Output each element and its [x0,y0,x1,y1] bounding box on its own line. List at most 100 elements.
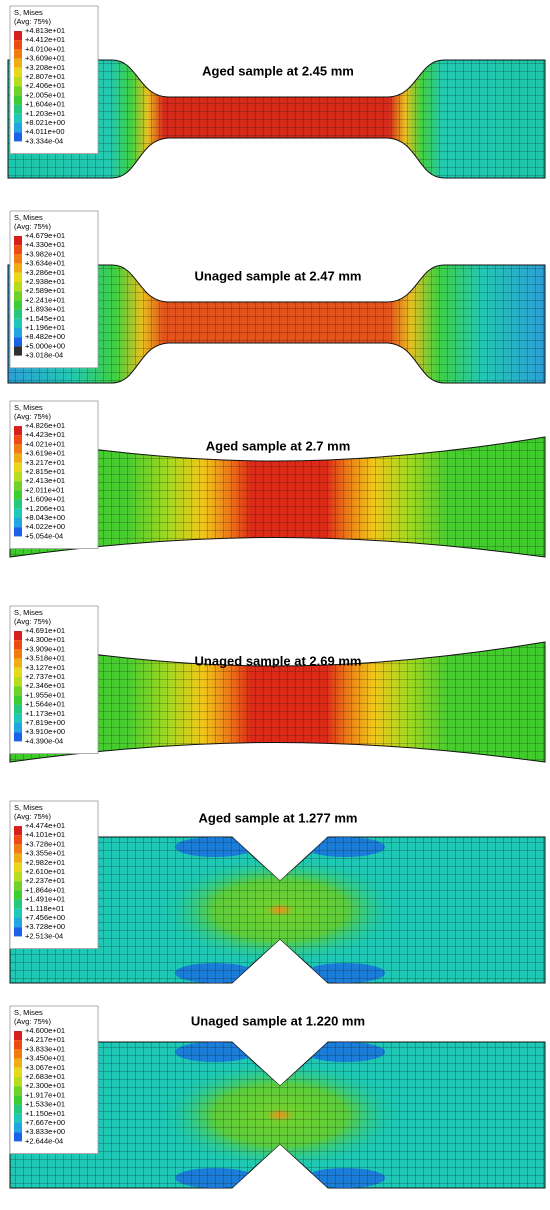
legend-label: +8.482e+00 [25,332,65,341]
legend-label: +4.600e+01 [25,1026,65,1035]
legend-header: S, Mises [14,8,43,17]
legend-subheader: (Avg: 75%) [14,617,51,626]
legend-label: +3.728e+01 [25,839,65,848]
legend-label: +4.474e+01 [25,821,65,830]
legend-label: +3.355e+01 [25,849,65,858]
legend-label: +7.456e+00 [25,913,65,922]
legend-box [9,800,99,950]
legend-swatch [14,86,22,96]
legend-swatch [14,1086,22,1096]
legend-swatch [14,872,22,882]
legend-label: +2.406e+01 [25,81,65,90]
legend-swatch [14,1132,22,1142]
legend-label: +3.909e+01 [25,644,65,653]
legend-swatch [14,527,22,537]
legend-label: +3.067e+01 [25,1063,65,1072]
legend-label: +8.021e+00 [25,118,65,127]
legend-swatch [14,49,22,59]
legend-swatch [14,462,22,472]
legend-swatch [14,1031,22,1041]
legend-label: +2.346e+01 [25,681,65,690]
legend-swatch [14,346,22,356]
legend-swatch [14,236,22,246]
legend-swatch [14,77,22,87]
legend-label: +3.018e-04 [25,351,63,360]
legend-label: +3.217e+01 [25,458,65,467]
legend-label: +1.955e+01 [25,690,65,699]
legend-label: +3.619e+01 [25,449,65,458]
legend-swatch [14,426,22,436]
legend-swatch [14,328,22,338]
legend-swatch [14,499,22,509]
legend-label: +3.634e+01 [25,259,65,268]
legend-swatch [14,695,22,705]
legend-label: +1.173e+01 [25,709,65,718]
panel-title: Unaged sample at 2.69 mm [195,653,362,668]
legend-box [9,210,99,369]
legend-swatch [14,686,22,696]
panel: S, Mises(Avg: 75%)+4.826e+01+4.423e+01+4… [9,400,546,558]
legend-label: +4.826e+01 [25,421,65,430]
legend-label: +3.127e+01 [25,663,65,672]
legend-swatch [14,677,22,687]
legend-swatch [14,649,22,659]
legend-swatch [14,490,22,500]
legend-label: +4.010e+01 [25,44,65,53]
legend-label: +1.533e+01 [25,1100,65,1109]
legend-swatch [14,309,22,319]
legend-label: +2.982e+01 [25,858,65,867]
legend-label: +4.813e+01 [25,26,65,35]
legend-label: +2.938e+01 [25,277,65,286]
legend-header: S, Mises [14,403,43,412]
legend-label: +2.011e+01 [25,485,65,494]
legend-swatch [14,40,22,50]
legend-header: S, Mises [14,803,43,812]
legend-swatch [14,1040,22,1050]
legend-label: +4.390e-04 [25,736,63,745]
legend-label: +2.300e+01 [25,1081,65,1090]
legend-swatch [14,481,22,491]
legend-swatch [14,263,22,273]
legend-swatch [14,1049,22,1059]
legend-swatch [14,732,22,742]
legend-label: +4.217e+01 [25,1035,65,1044]
panel: S, Mises(Avg: 75%)+4.691e+01+4.300e+01+3… [9,605,546,763]
legend-header: S, Mises [14,608,43,617]
legend-swatch [14,826,22,836]
legend-label: +1.206e+01 [25,504,65,513]
legend-swatch [14,658,22,668]
legend-subheader: (Avg: 75%) [14,812,51,821]
legend-label: +4.022e+00 [25,522,65,531]
legend-swatch [14,337,22,347]
legend-label: +4.021e+01 [25,439,65,448]
legend-label: +4.101e+01 [25,830,65,839]
legend-label: +1.203e+01 [25,109,65,118]
panel: S, Mises(Avg: 75%)+4.474e+01+4.101e+01+3… [9,800,546,984]
panel-title: Unaged sample at 2.47 mm [195,268,362,283]
legend-swatch [14,453,22,463]
panel: S, Mises(Avg: 75%)+4.600e+01+4.217e+01+3… [9,1005,546,1189]
legend-swatch [14,835,22,845]
legend-swatch [14,113,22,123]
legend-label: +3.833e+00 [25,1127,65,1136]
legend-swatch [14,1077,22,1087]
legend-swatch [14,300,22,310]
legend-label: +4.011e+00 [25,127,65,136]
legend-label: +1.893e+01 [25,305,65,314]
legend-swatch [14,291,22,301]
legend-label: +1.864e+01 [25,885,65,894]
legend-label: +4.679e+01 [25,231,65,240]
legend-swatch [14,890,22,900]
legend-header: S, Mises [14,213,43,222]
legend-swatch [14,1058,22,1068]
legend-swatch [14,272,22,282]
legend-swatch [14,844,22,854]
legend-swatch [14,1104,22,1114]
legend-swatch [14,518,22,528]
legend-label: +2.610e+01 [25,867,65,876]
panel: S, Mises(Avg: 75%)+4.679e+01+4.330e+01+3… [7,210,546,384]
legend-subheader: (Avg: 75%) [14,17,51,26]
legend-swatch [14,67,22,77]
legend-swatch [14,853,22,863]
